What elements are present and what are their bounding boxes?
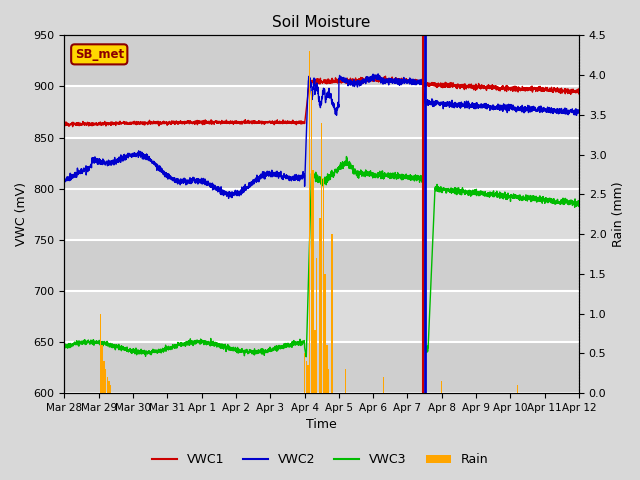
Bar [324,274,326,393]
Text: SB_met: SB_met [75,48,124,61]
Bar [100,313,101,393]
Title: Soil Moisture: Soil Moisture [273,15,371,30]
Bar [326,346,328,393]
Bar [65,240,579,291]
Bar [102,346,103,393]
X-axis label: Time: Time [307,419,337,432]
Bar [65,138,579,189]
Bar [441,381,442,393]
Bar [304,353,305,393]
Bar [328,369,329,393]
Bar [65,291,579,342]
Bar [65,189,579,240]
Bar [516,385,518,393]
Bar [65,342,579,393]
Bar [107,377,108,393]
Legend: VWC1, VWC2, VWC3, Rain: VWC1, VWC2, VWC3, Rain [147,448,493,471]
Y-axis label: VWC (mV): VWC (mV) [15,182,28,246]
Bar [108,381,109,393]
Bar [105,369,106,393]
Bar [310,91,312,393]
Bar [316,258,317,393]
Y-axis label: Rain (mm): Rain (mm) [612,181,625,247]
Bar [103,361,104,393]
Bar [309,51,310,393]
Bar [383,377,384,393]
Bar [307,365,308,393]
Bar [110,385,111,393]
Bar [305,361,307,393]
Bar [65,36,579,86]
Bar [321,123,323,393]
Bar [312,170,314,393]
Bar [314,329,316,393]
Bar [319,218,321,393]
Bar [323,179,324,393]
Bar [332,234,333,393]
Bar [65,86,579,138]
Bar [345,369,346,393]
